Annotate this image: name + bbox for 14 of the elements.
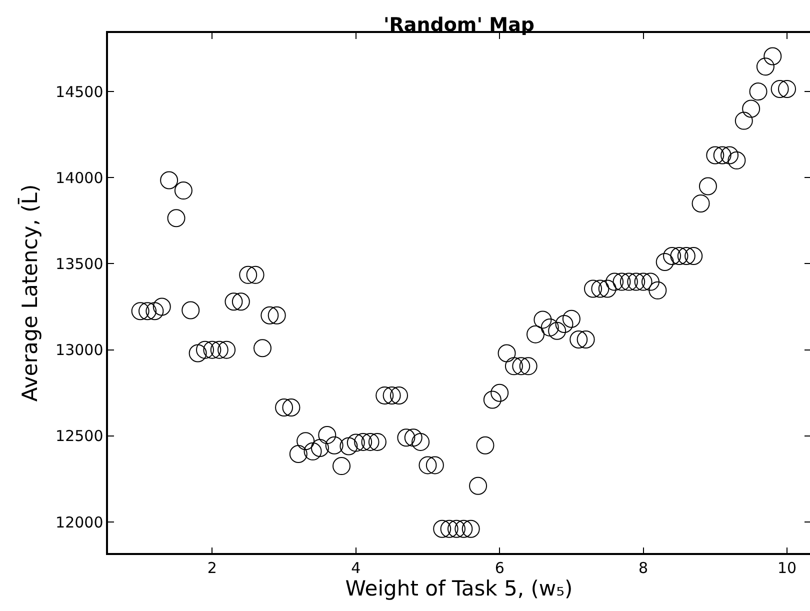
y-tick-label: 14000 [56,168,104,187]
y-axis-title: Average Latency, (L̄) [17,184,42,402]
y-tick-label: 13000 [56,341,104,360]
x-tick-label: 2 [207,558,217,577]
x-tick-label: 4 [351,558,361,577]
x-tick-label: 8 [638,558,648,577]
y-tick-label: 12500 [56,427,104,446]
y-tick-label: 12000 [56,513,104,532]
chart-title: 'Random' Map [383,14,535,36]
x-tick-label: 6 [494,558,504,577]
y-tick-label: 14500 [56,82,104,101]
x-tick-label: 10 [777,558,797,577]
y-tick-label: 13500 [56,254,104,273]
x-axis-title: Weight of Task 5, (w₅) [345,576,573,601]
